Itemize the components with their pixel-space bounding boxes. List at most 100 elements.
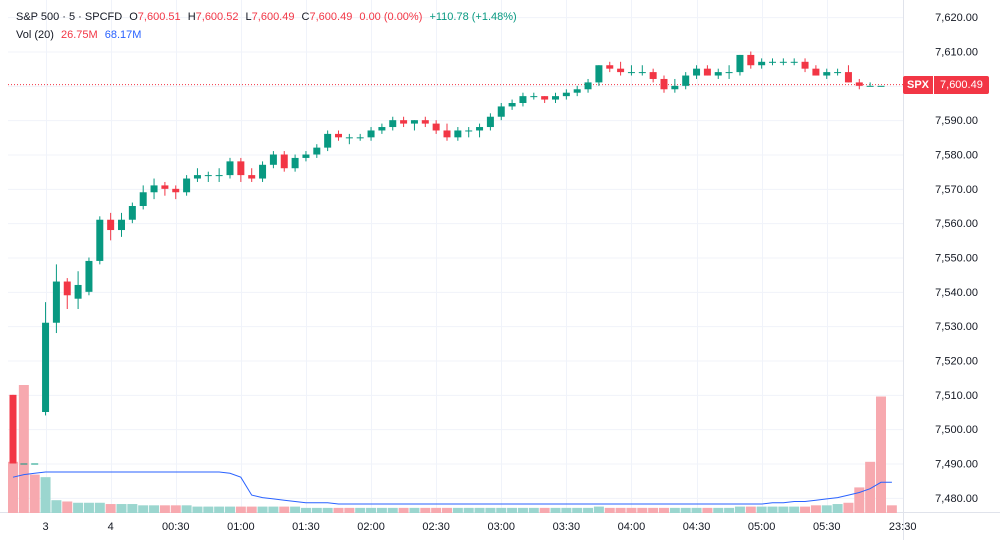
candle-body [150,185,158,193]
candlesticks [9,51,885,465]
volume-bar [246,506,257,513]
price-tag-symbol: SPX [903,76,934,94]
candle [606,61,614,73]
volume-bar [376,507,387,513]
volume-bar [311,507,322,513]
candle [627,65,635,76]
candle [497,103,505,121]
candle [410,120,418,131]
candle-body [823,72,831,76]
candle-body [541,96,549,100]
candle-body [497,106,505,117]
candle-body [139,192,147,206]
candle-body [769,61,776,63]
legend-volume-row: Vol (20) 26.75M 68.17M [16,26,521,44]
candle-body [20,463,28,465]
candle [400,116,408,128]
volume-bars [8,385,897,513]
volume-label[interactable]: Vol (20) [16,29,54,41]
candle [844,65,852,83]
volume-bar [62,501,73,513]
volume-bar [105,504,116,513]
candle [291,154,299,172]
candle [573,85,581,97]
candle-body [172,188,180,193]
candle-body [617,68,625,73]
volume-bar [669,507,680,513]
candle [356,133,364,141]
volume-bar [387,507,398,513]
candle-body [204,175,212,177]
volume-bar [539,507,550,513]
candle [465,127,473,138]
price-tick-label: 7,610.00 [935,47,978,59]
candle-body [573,89,581,93]
candle [714,68,722,79]
candle [31,463,39,465]
candle [758,58,766,69]
candle [193,168,201,182]
candle [20,463,28,465]
candle-body [324,133,332,148]
candle [52,264,60,334]
volume-bar [528,507,539,513]
time-tick-label: 03:30 [553,521,581,533]
volume-bar [767,506,778,513]
candle [562,89,570,100]
volume-bar [8,461,18,513]
volume-bar [648,507,659,513]
candle [432,120,440,134]
candle-body [356,137,364,139]
candle-body [291,157,299,169]
volume-bar [235,506,246,513]
candle [161,181,169,196]
candle-body [9,394,17,464]
volume-bar [832,504,843,513]
candle-body [812,68,820,76]
candle [790,58,798,66]
price-tick-label: 7,540.00 [935,287,978,299]
candle [649,68,657,83]
candle [877,85,885,87]
candle [693,65,701,79]
candle [139,185,147,210]
volume-bar [355,507,366,513]
volume-bar [583,507,594,513]
candle-body [638,72,646,74]
candle-body [161,185,169,189]
volume-bar [637,507,648,513]
candle [74,271,82,309]
candle [345,133,353,145]
volume-bar [159,505,170,513]
volume-bar [333,507,344,513]
candle-body [63,281,71,296]
candle [248,168,256,182]
candle-body [758,61,766,66]
candle [736,54,744,76]
volume-bar [257,506,268,513]
volume-bar [73,502,84,513]
symbol-title[interactable]: S&P 500 · 5 · SPCFD [16,11,123,23]
candle-body [703,68,711,76]
time-axis[interactable]: 3 4 00:30 01:00 01:30 02:00 02:30 03:00 03:30 04:… [42,521,916,533]
high-value: 7,600.52 [195,11,239,23]
volume-bar [854,487,865,513]
candle-body [627,72,635,74]
candle-body [193,175,201,179]
candle-body [248,175,256,179]
volume-bar [474,507,485,513]
volume-bar [702,507,713,513]
volume-bar [29,474,40,513]
volume-bar [615,507,626,513]
volume-bar [463,507,474,513]
candle-body [779,61,787,63]
candle [779,58,787,66]
candle-body [42,322,50,412]
volume-bar [203,506,214,513]
candle-body [855,82,863,86]
price-tick-label: 7,560.00 [935,218,978,230]
volume-bar [485,507,496,513]
time-tick-label: 03:00 [487,521,515,533]
candle [855,78,863,90]
